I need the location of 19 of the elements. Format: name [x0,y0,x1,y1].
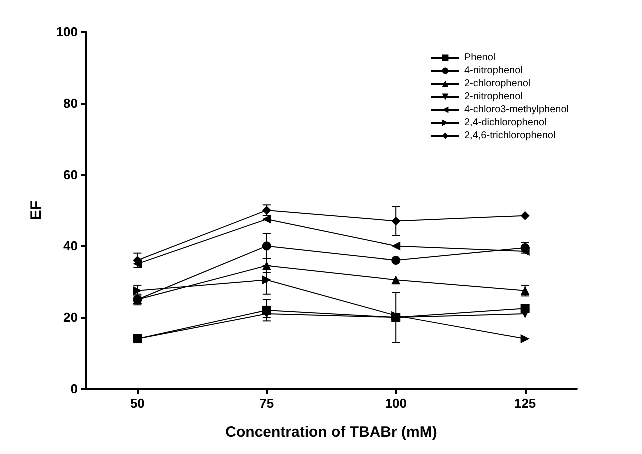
legend-label: 2,4,6-trichlorophenol [464,130,556,142]
y-tick-label: 100 [56,24,78,40]
x-tick-label: 125 [514,396,536,411]
legend-label: Phenol [464,52,496,64]
legend-label: 4-nitrophenol [464,66,523,76]
legend-label: 2-chlorophenol [464,78,531,90]
legend-label: 2,4-dichlorophenol [464,118,547,128]
x-tick-label: 100 [385,396,407,411]
x-tick-label: 75 [260,396,274,411]
x-axis-title: Concentration of TBABr (mM) [226,424,438,441]
legend-label: 4-chloro3-methylphenol [464,104,570,116]
y-tick-label: 60 [64,167,78,182]
y-tick-label: 40 [64,238,78,254]
x-tick-label: 50 [130,396,145,411]
legend-label: 2-nitrophenol [464,92,523,102]
y-tick-label: 80 [64,96,78,111]
y-axis-title: EF [28,200,45,220]
y-tick-label: 0 [70,382,78,396]
y-tick-label: 20 [64,310,78,326]
